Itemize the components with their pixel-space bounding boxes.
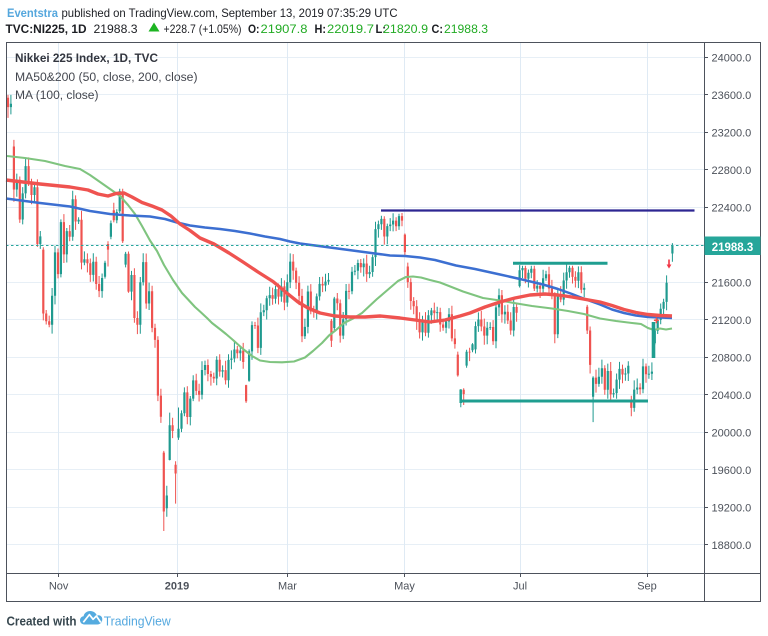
svg-text:May: May [394,581,415,593]
svg-text:Sep: Sep [637,581,657,593]
svg-text:21907.8: 21907.8 [261,22,308,36]
svg-text:24000.0: 24000.0 [712,52,752,64]
svg-text:TradingView: TradingView [104,614,172,629]
svg-text:L:: L: [376,22,387,36]
svg-text:H:: H: [315,22,327,36]
svg-text:18800.0: 18800.0 [712,540,752,552]
svg-text:Jul: Jul [513,581,527,593]
svg-text:21600.0: 21600.0 [712,277,752,289]
svg-text:21200.0: 21200.0 [712,315,752,327]
svg-text:21988.3: 21988.3 [712,242,754,254]
svg-text:21988.3: 21988.3 [94,22,138,36]
svg-text:20800.0: 20800.0 [712,352,752,364]
svg-text:MA50&200 (50, close, 200, clos: MA50&200 (50, close, 200, close) [15,70,198,84]
svg-text:20000.0: 20000.0 [712,427,752,439]
svg-text:23200.0: 23200.0 [712,127,752,139]
svg-text:Created with: Created with [7,615,77,629]
svg-text:C:: C: [432,22,444,36]
svg-text:MA (100, close): MA (100, close) [15,88,99,102]
svg-text:22019.7: 22019.7 [327,22,374,36]
svg-text:23600.0: 23600.0 [712,90,752,102]
svg-text:TVC:NI225, 1D: TVC:NI225, 1D [6,22,87,36]
svg-text:Eventstra: Eventstra [7,6,58,20]
svg-text:+228.7 (+1.05%): +228.7 (+1.05%) [164,22,242,36]
svg-text:Nikkei 225 Index, 1D, TVC: Nikkei 225 Index, 1D, TVC [15,51,158,65]
svg-text:Nov: Nov [49,581,69,593]
svg-text:19200.0: 19200.0 [712,502,752,514]
svg-text:22800.0: 22800.0 [712,165,752,177]
svg-text:20400.0: 20400.0 [712,390,752,402]
svg-text:O:: O: [248,22,260,36]
svg-text:19600.0: 19600.0 [712,465,752,477]
svg-text:21820.9: 21820.9 [383,22,428,36]
svg-text:published on TradingView.com,: published on TradingView.com, September … [62,6,398,20]
svg-text:21988.3: 21988.3 [444,22,488,36]
svg-text:Mar: Mar [278,581,297,593]
svg-text:2019: 2019 [165,581,189,593]
svg-text:22400.0: 22400.0 [712,202,752,214]
